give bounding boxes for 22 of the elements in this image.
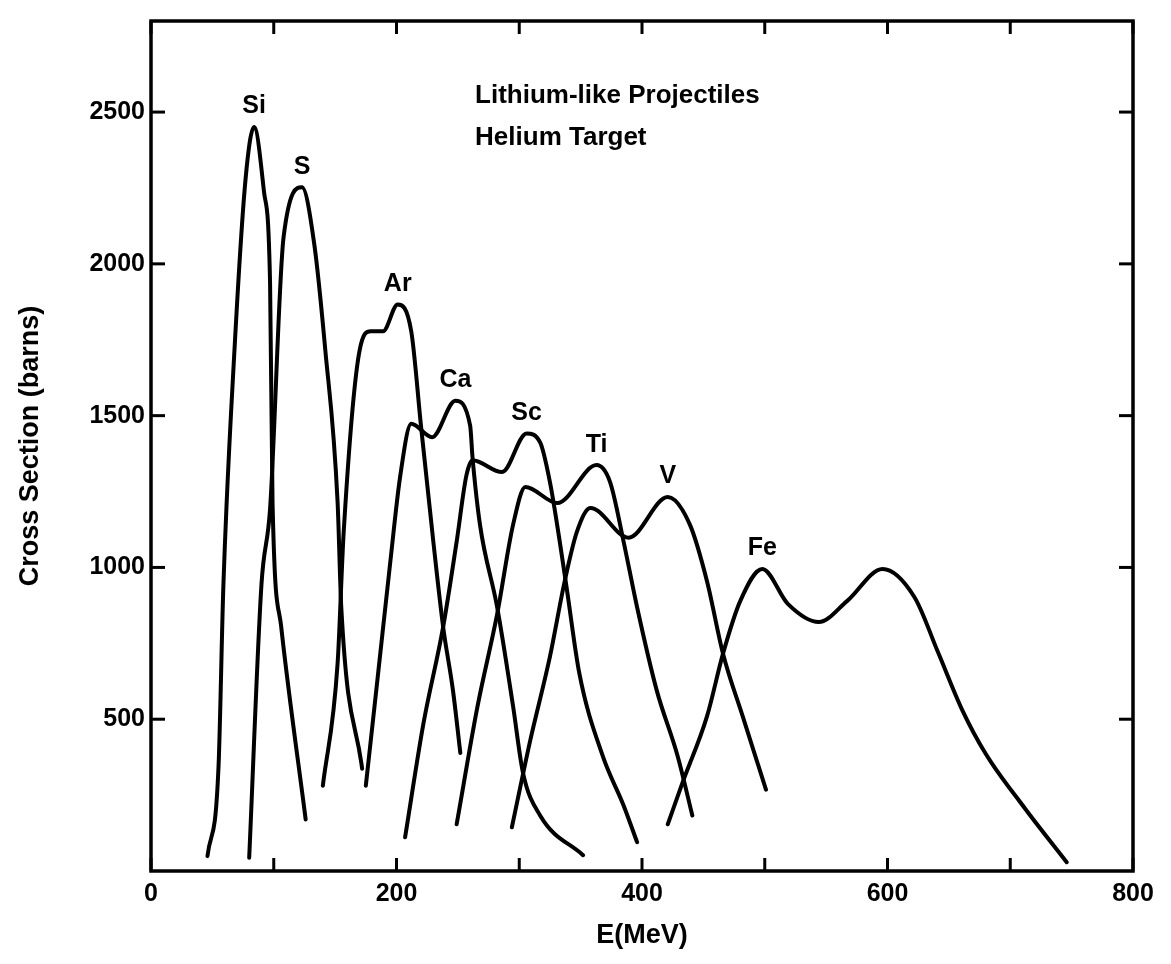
text: Lithium-like Projectiles: [475, 79, 760, 110]
y-tick-label: 1500: [89, 399, 145, 428]
y-tick-label: 500: [103, 703, 145, 732]
series-label: S: [293, 150, 311, 179]
x-tick-label: 200: [375, 877, 418, 906]
x-tick-label: 0: [144, 877, 158, 906]
series-label: Ca: [439, 364, 473, 393]
series-label: Sc: [511, 396, 542, 425]
x-tick-label: 600: [866, 877, 909, 906]
x-axis-title: E(MeV): [596, 919, 688, 950]
series-label: Ti: [585, 428, 608, 457]
y-axis-title: Cross Section (barns): [13, 305, 44, 587]
x-tick-label: 800: [1112, 877, 1154, 906]
y-tick-label: 2500: [89, 95, 145, 124]
series-label: V: [659, 460, 677, 489]
series-label: Fe: [747, 532, 777, 561]
series-label: Ar: [383, 267, 412, 296]
x-tick-label: 400: [621, 877, 663, 906]
text: Helium Target: [475, 121, 647, 152]
series-label: Si: [242, 90, 266, 119]
y-tick-label: 1000: [89, 551, 145, 580]
y-tick-label: 2000: [89, 247, 145, 276]
